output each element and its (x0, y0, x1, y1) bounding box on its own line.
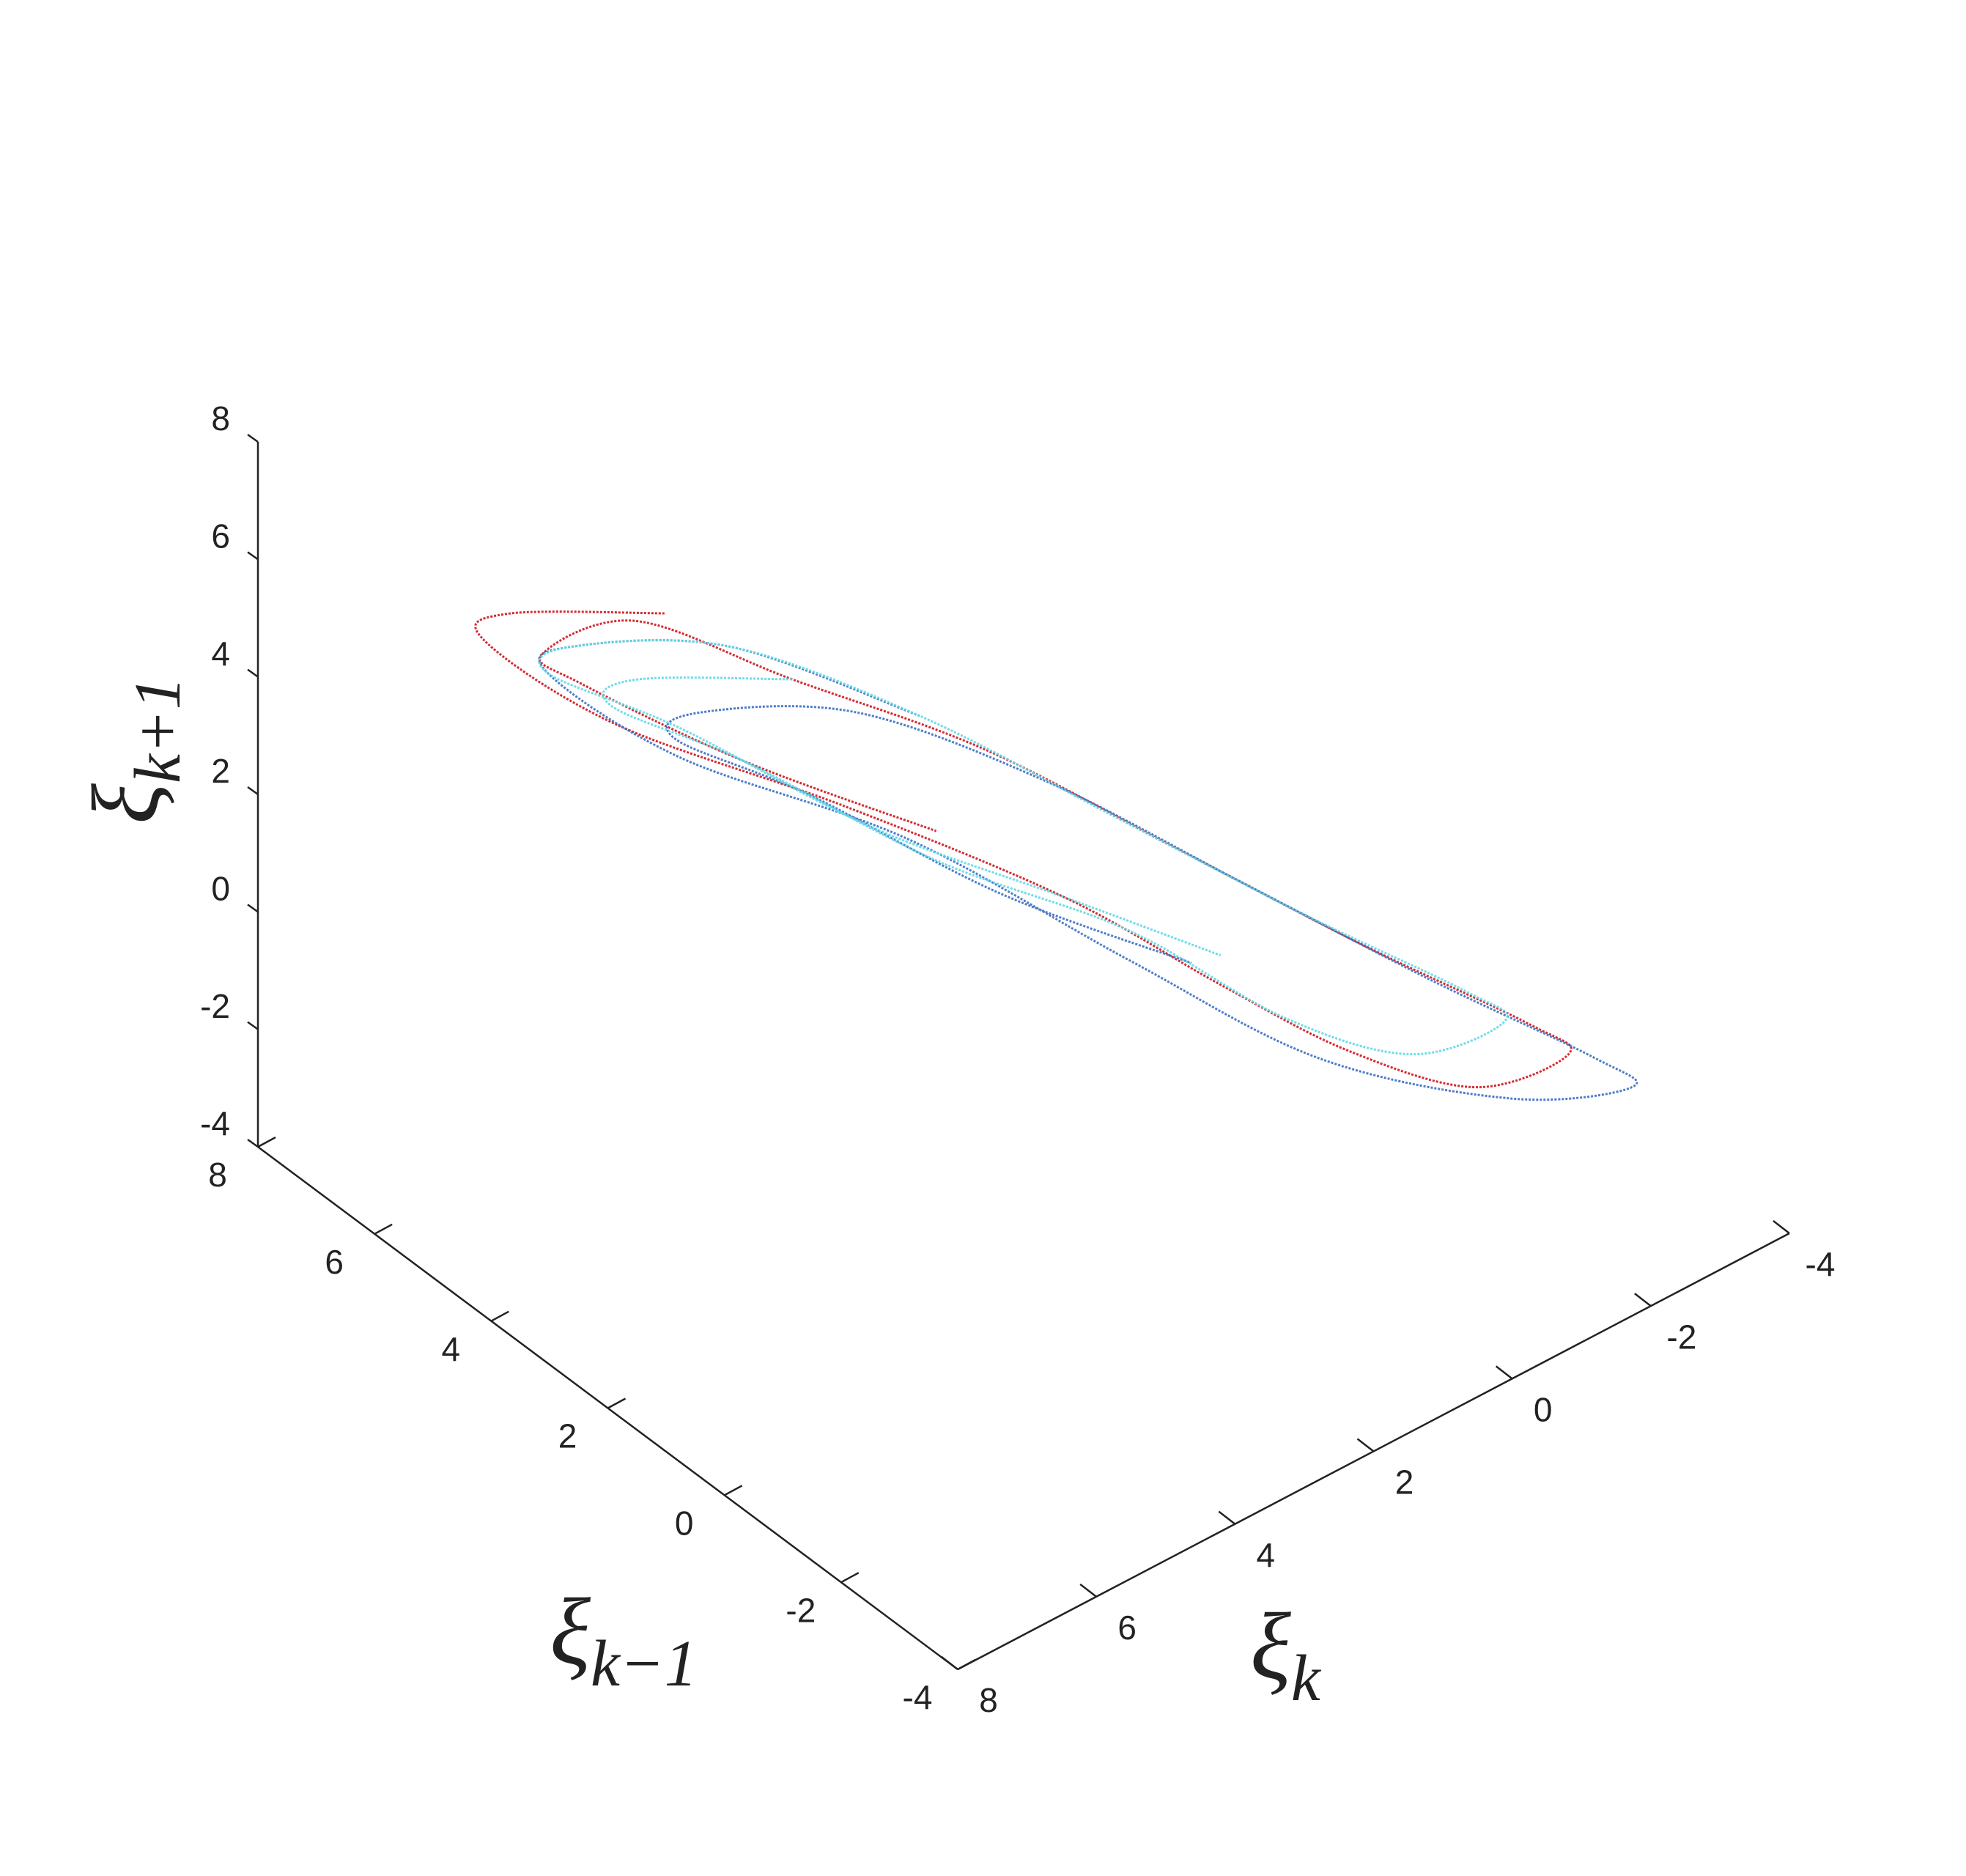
y-tick (490, 1310, 509, 1322)
y-tick (257, 1136, 276, 1148)
z-tick (247, 551, 259, 561)
label-sub: k+1 (122, 676, 194, 783)
y-tick (374, 1223, 393, 1235)
x-tick-label: 6 (1117, 1609, 1137, 1647)
trajectory (538, 639, 1638, 1101)
x-tick (941, 1656, 958, 1670)
z-tick-label: 2 (211, 752, 230, 790)
y-tick-label: 0 (675, 1504, 694, 1542)
trajectory (474, 610, 1573, 1089)
z-tick (247, 668, 259, 678)
z-tick-label: 4 (211, 635, 230, 673)
z-tick-label: 6 (211, 517, 230, 555)
x-tick-label: 8 (979, 1681, 998, 1719)
z-tick (247, 904, 259, 913)
x-tick-label: 2 (1395, 1463, 1414, 1502)
y-tick (957, 1658, 976, 1671)
y-tick-label: 6 (325, 1243, 344, 1281)
x-tick (1634, 1293, 1652, 1307)
y-tick-label: -2 (786, 1591, 816, 1629)
x-tick (1495, 1365, 1513, 1380)
y-axis-label: ξk−1 (550, 1579, 697, 1700)
z-axis-label: ξk+1 (73, 676, 194, 824)
label-base: ξ (1250, 1594, 1291, 1699)
x-axis-label: ξk (1250, 1594, 1322, 1715)
label-base: ξ (73, 783, 179, 824)
x-tick (1218, 1510, 1236, 1525)
x-tick (1773, 1220, 1790, 1234)
x-tick-label: -2 (1666, 1318, 1696, 1356)
y-tick-label: 8 (208, 1156, 227, 1194)
x-tick-label: 4 (1257, 1536, 1276, 1574)
z-tick (247, 433, 259, 443)
label-base: ξ (550, 1579, 591, 1685)
z-tick (247, 1138, 259, 1148)
x-tick (1356, 1438, 1375, 1452)
z-tick-label: -4 (200, 1104, 230, 1142)
x-tick-label: -4 (1806, 1245, 1836, 1283)
trajectory (538, 639, 1509, 1056)
z-tick (247, 786, 259, 796)
z-tick (247, 1021, 259, 1030)
label-sub: k (1291, 1642, 1322, 1715)
label-sub: k−1 (591, 1628, 698, 1700)
y-tick (607, 1397, 627, 1409)
z-tick-label: 0 (211, 869, 230, 907)
y-tick (724, 1485, 743, 1496)
y-tick-label: 2 (558, 1417, 577, 1455)
y-tick-label: -4 (903, 1678, 933, 1716)
z-tick-label: -2 (200, 987, 230, 1025)
y-tick-label: 4 (442, 1330, 461, 1368)
z-tick-label: 8 (211, 399, 230, 437)
y-tick (840, 1572, 860, 1584)
x-tick-label: 0 (1534, 1390, 1553, 1428)
x-tick (1079, 1583, 1097, 1598)
